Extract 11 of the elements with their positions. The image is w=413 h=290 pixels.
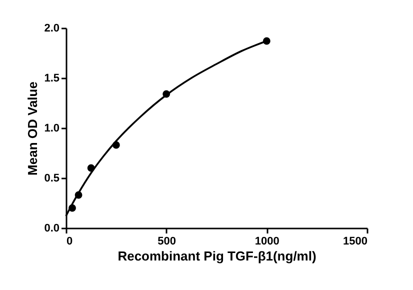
x-tick-label: 1500	[343, 236, 368, 248]
x-tick-label: 0	[66, 236, 73, 248]
x-tick-label: 500	[158, 236, 176, 248]
y-tick-label: 2.0	[44, 22, 60, 34]
y-tick-label: 0.0	[44, 222, 60, 234]
y-tick-label: 1.0	[44, 122, 60, 134]
y-axis-title: Mean OD Value	[25, 82, 40, 176]
x-axis-title: Recombinant Pig TGF-β1(ng/ml)	[118, 248, 316, 264]
y-tick-label: 0.5	[44, 172, 60, 184]
y-tick-label: 1.5	[44, 72, 60, 84]
x-tick-label: 1000	[254, 236, 280, 248]
